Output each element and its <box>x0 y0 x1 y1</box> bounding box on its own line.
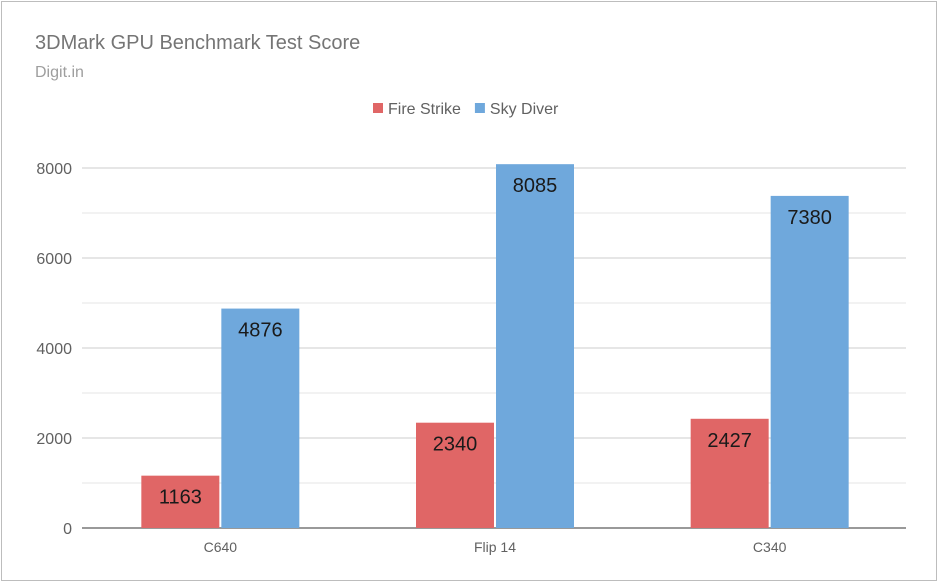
y-tick-label: 4000 <box>36 341 72 358</box>
bar <box>770 195 849 528</box>
data-label: 4876 <box>238 320 283 342</box>
x-tick-label: Flip 14 <box>474 539 516 555</box>
y-tick-label: 6000 <box>36 251 72 268</box>
bar <box>416 422 494 528</box>
y-tick-label: 0 <box>63 521 72 538</box>
legend-label: Sky Diver <box>490 101 559 118</box>
data-label: 7380 <box>787 207 832 229</box>
chart-title: 3DMark GPU Benchmark Test Score <box>35 32 361 54</box>
chart-subtitle: Digit.in <box>35 64 84 81</box>
bar <box>141 475 220 528</box>
x-tick-label: C640 <box>204 539 238 555</box>
y-tick-label: 8000 <box>36 161 72 178</box>
data-label: 1163 <box>159 487 202 509</box>
data-label: 8085 <box>513 175 558 197</box>
y-tick-label: 2000 <box>36 431 72 448</box>
legend-swatch <box>474 103 485 113</box>
data-label: 2340 <box>433 434 478 456</box>
legend-label: Fire Strike <box>388 101 461 118</box>
legend-swatch <box>373 103 383 113</box>
x-tick-label: C340 <box>753 539 787 555</box>
bar <box>690 418 769 528</box>
bar <box>221 308 300 528</box>
data-label: 2427 <box>707 430 752 452</box>
bar <box>496 164 574 529</box>
